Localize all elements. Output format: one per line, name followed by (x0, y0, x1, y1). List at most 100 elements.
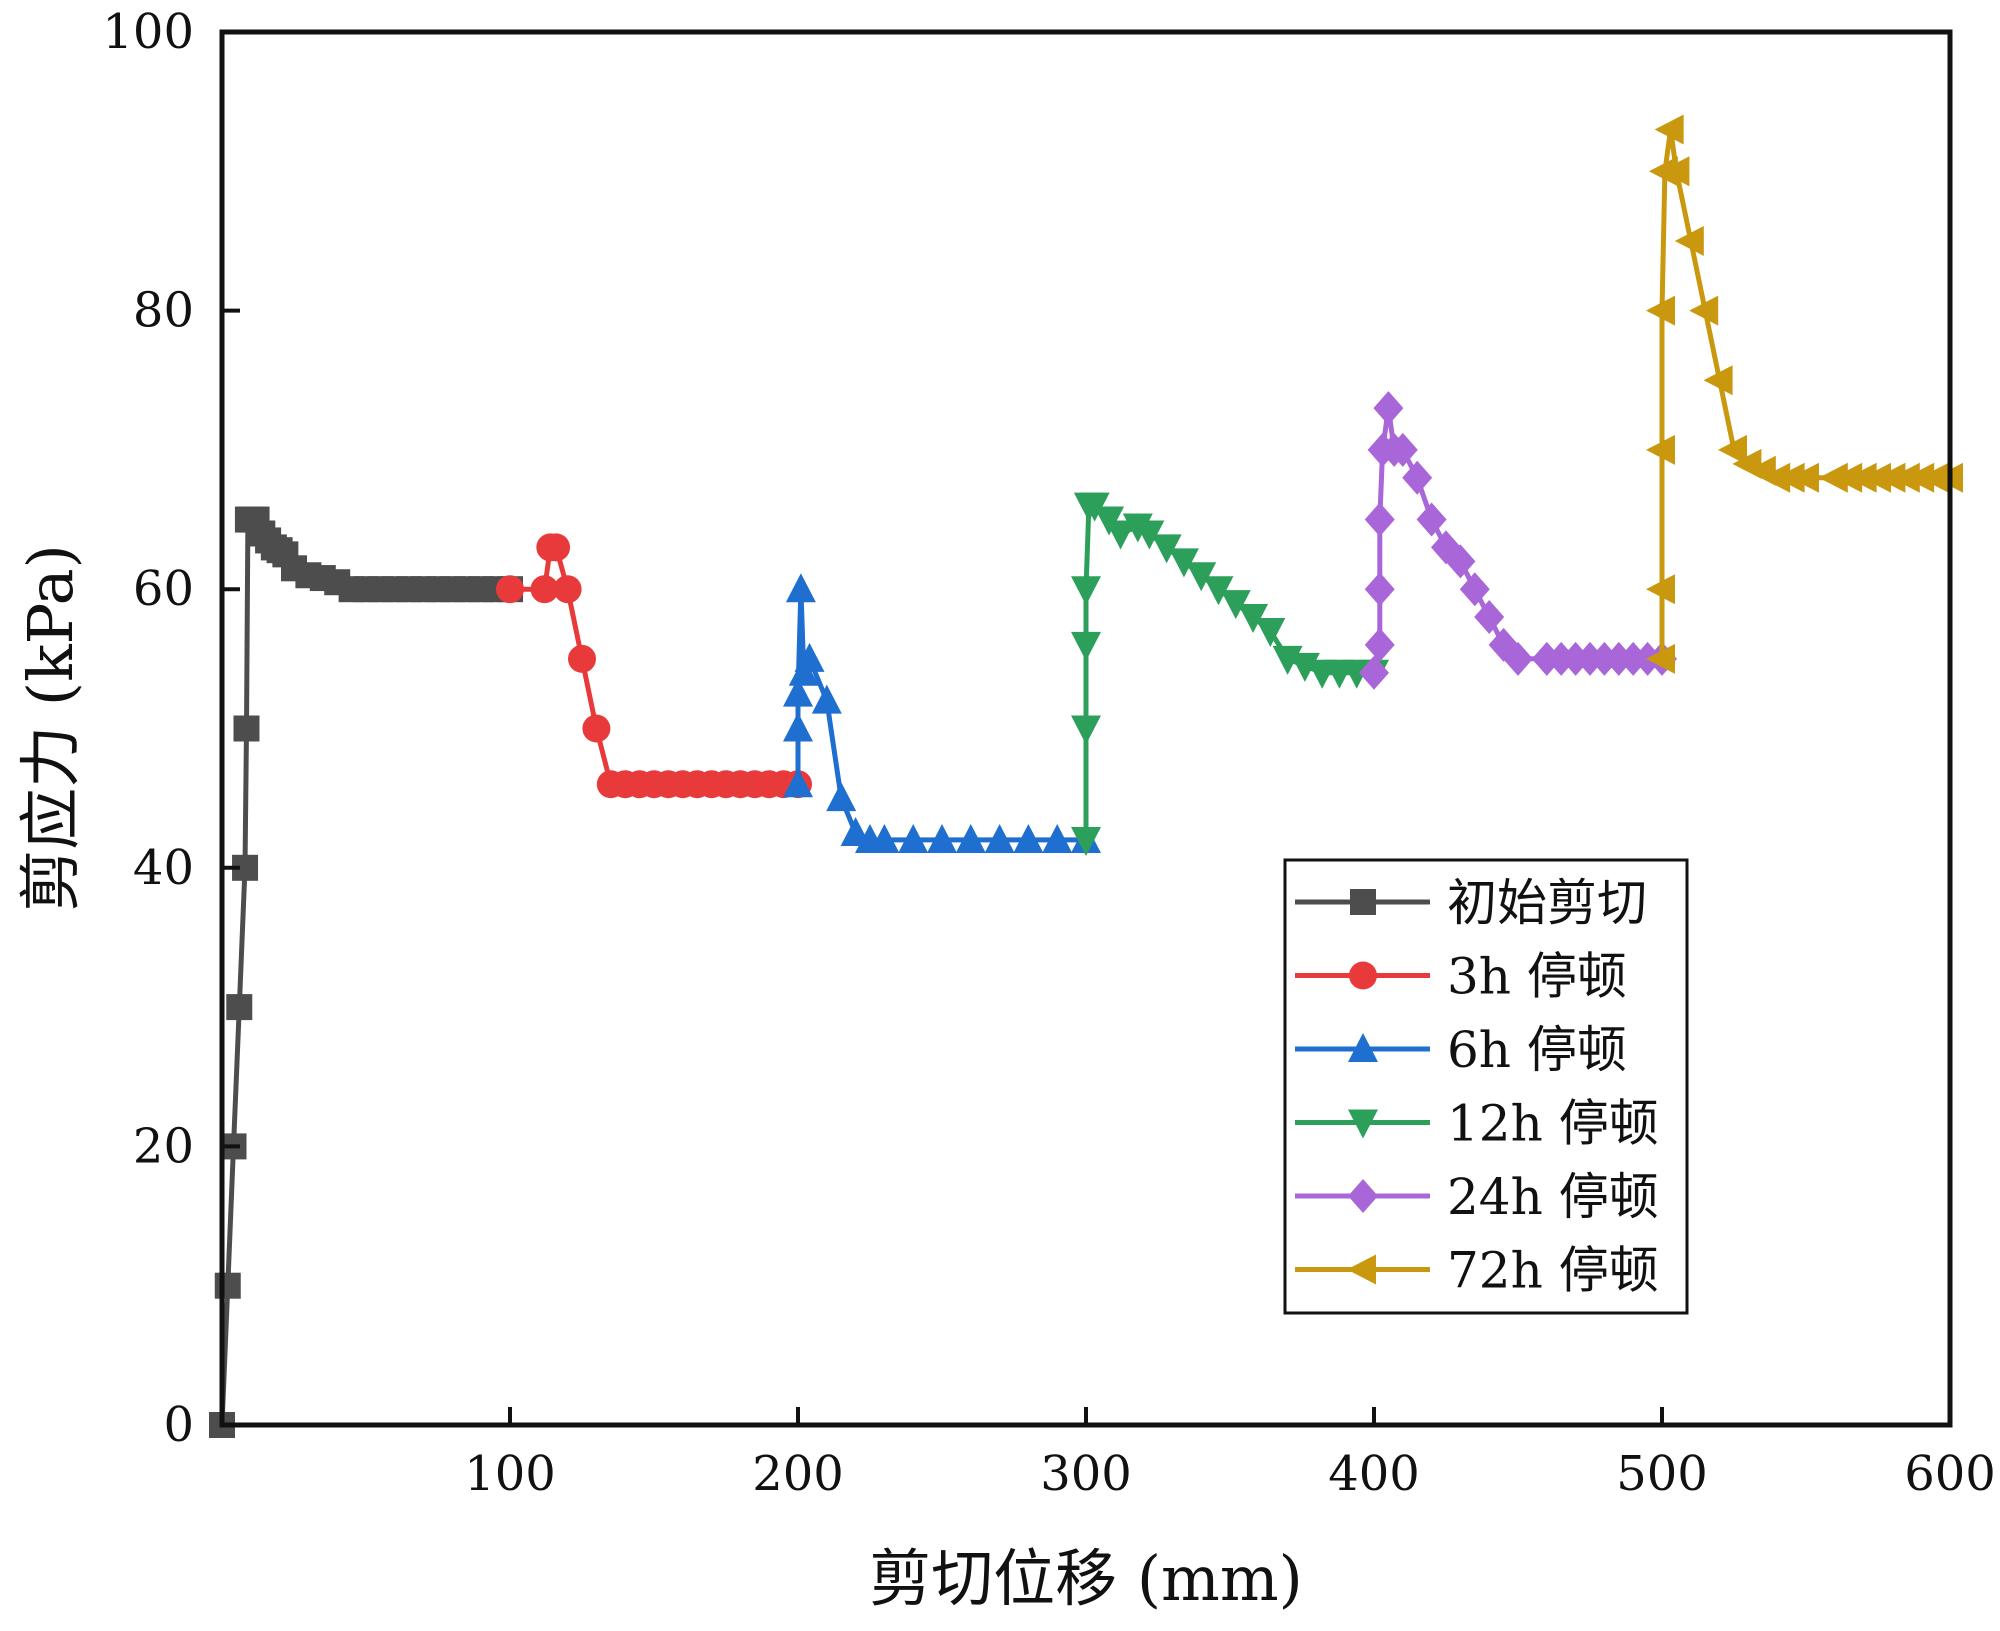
data-point (1387, 432, 1418, 467)
legend-marker (1348, 1179, 1378, 1213)
data-point (1186, 562, 1217, 592)
legend: 初始剪切 3h 停顿 6h 停顿 12h 停顿 24h 停顿 72h 停顿 (1283, 858, 1689, 1315)
data-point (1459, 572, 1490, 607)
legend-item: 初始剪切 (1295, 874, 1647, 932)
legend-box (1283, 858, 1689, 1315)
data-point (1790, 462, 1819, 493)
legend-marker (1350, 889, 1376, 915)
data-point (1238, 604, 1269, 634)
x-tick-label: 500 (1616, 1446, 1708, 1502)
data-point (783, 712, 813, 742)
data-point (1071, 826, 1101, 856)
y-tick-label: 60 (133, 561, 194, 617)
data-point (496, 575, 524, 604)
series-line (1659, 127, 1950, 659)
data-point (1359, 655, 1389, 690)
x-tick-label: 100 (464, 1446, 556, 1502)
data-point (1402, 460, 1433, 495)
legend-item: 3h 停顿 (1295, 948, 1627, 1006)
data-point (785, 573, 816, 603)
y-tick-label: 0 (163, 1397, 194, 1453)
series-0 (209, 506, 523, 1438)
data-point (1654, 114, 1684, 145)
data-point (1503, 641, 1533, 676)
data-point (1071, 576, 1101, 606)
series-line (1083, 503, 1374, 840)
data-point (1364, 627, 1395, 662)
series-line (219, 517, 510, 1426)
data-point (1445, 544, 1476, 579)
series-1 (496, 533, 812, 799)
x-tick-label: 200 (752, 1446, 844, 1502)
data-point (984, 823, 1015, 853)
data-point (1646, 295, 1675, 326)
data-point (1151, 534, 1182, 564)
data-point (783, 768, 813, 798)
data-point (1105, 520, 1136, 550)
legend-label: 初始剪切 (1447, 874, 1647, 932)
data-point (1364, 502, 1395, 537)
legend-label: 3h 停顿 (1447, 948, 1627, 1006)
legend-marker (1348, 1033, 1378, 1062)
series-3 (1071, 492, 1389, 856)
data-point (1646, 434, 1675, 465)
legend-item: 12h 停顿 (1295, 1095, 1659, 1153)
data-point (568, 644, 596, 673)
data-point (1220, 590, 1251, 620)
y-tick-label: 80 (133, 283, 194, 339)
data-point (582, 714, 611, 743)
data-point (1255, 617, 1286, 647)
x-tick-label: 600 (1904, 1446, 1996, 1502)
x-axis-title: 剪切位移 (mm) (869, 1542, 1303, 1615)
data-point (1718, 434, 1747, 465)
y-tick-label: 20 (133, 1118, 194, 1174)
series-4 (1359, 391, 1677, 690)
legend-item: 6h 停顿 (1295, 1021, 1627, 1079)
legend-item: 72h 停顿 (1295, 1242, 1659, 1300)
data-point (1646, 574, 1675, 605)
data-point (1134, 520, 1165, 550)
data-point (869, 823, 900, 853)
data-point (811, 684, 842, 714)
legend-marker (1349, 961, 1377, 990)
data-point (530, 575, 559, 604)
data-point (927, 823, 957, 853)
x-tick-label: 300 (1040, 1446, 1132, 1502)
data-point (233, 715, 260, 742)
legend-label: 72h 停顿 (1447, 1242, 1659, 1300)
data-point (898, 823, 929, 853)
data-point (1660, 156, 1690, 187)
data-point (214, 1272, 241, 1299)
data-point (1373, 391, 1404, 426)
data-point (1168, 548, 1199, 578)
data-point (955, 823, 986, 853)
data-point (1474, 600, 1505, 635)
data-point (553, 575, 582, 604)
data-point (226, 994, 253, 1021)
data-point (1674, 225, 1704, 256)
data-point (1689, 295, 1719, 326)
data-point (1416, 502, 1447, 537)
axis-ticks: 100 200 300 400 500 600 0 20 40 60 80 100 (102, 4, 1995, 1502)
legend-label: 6h 停顿 (1447, 1021, 1627, 1079)
data-point (1071, 631, 1101, 661)
y-axis-title: 剪应力 (kPa) (14, 544, 87, 912)
series-2 (783, 573, 1101, 853)
legend-item: 24h 停顿 (1295, 1168, 1659, 1226)
data-point (542, 533, 571, 562)
data-point (1071, 715, 1101, 745)
plot-area (209, 114, 1963, 1438)
legend-marker (1348, 1109, 1378, 1139)
y-tick-label: 40 (133, 840, 194, 896)
data-point (783, 677, 813, 707)
legend-marker (1347, 1254, 1376, 1285)
data-point (1013, 823, 1044, 853)
data-point (1364, 572, 1395, 607)
x-tick-label: 400 (1328, 1446, 1420, 1502)
series-line (1371, 405, 1662, 674)
data-point (1646, 643, 1675, 674)
legend-label: 12h 停顿 (1447, 1095, 1659, 1153)
legend-label: 24h 停顿 (1447, 1168, 1659, 1226)
